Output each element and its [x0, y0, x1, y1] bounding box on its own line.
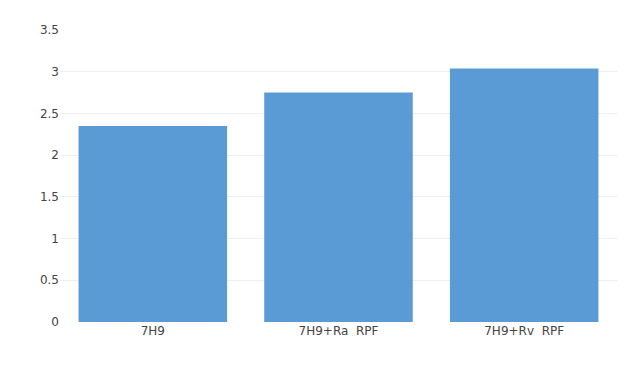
- svg-text:1.5: 1.5: [40, 190, 59, 204]
- svg-text:3: 3: [51, 65, 59, 79]
- svg-text:7H9: 7H9: [141, 324, 165, 338]
- svg-text:1: 1: [51, 232, 59, 246]
- svg-text:7H9+Rv RPF: 7H9+Rv RPF: [484, 324, 564, 338]
- svg-text:0: 0: [51, 315, 59, 329]
- svg-text:3.5: 3.5: [40, 23, 59, 37]
- svg-text:2.5: 2.5: [40, 107, 59, 121]
- svg-text:7H9+Ra RPF: 7H9+Ra RPF: [299, 324, 379, 338]
- svg-text:2: 2: [51, 148, 59, 162]
- svg-text:0.5: 0.5: [40, 273, 59, 287]
